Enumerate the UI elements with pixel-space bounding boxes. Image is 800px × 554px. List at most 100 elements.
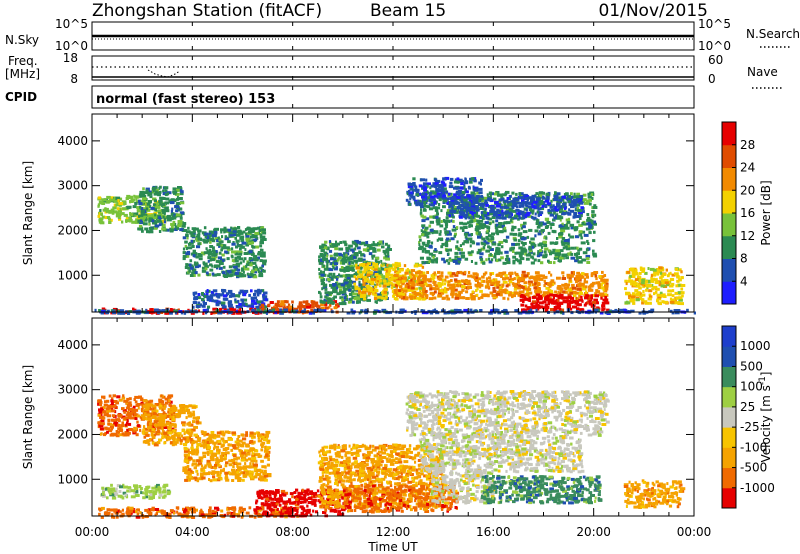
- power-cell: [372, 286, 375, 290]
- power-cell: [149, 308, 154, 312]
- power-cell: [258, 229, 262, 232]
- power-cell: [367, 248, 370, 252]
- power-cell: [517, 311, 523, 315]
- power-cell: [345, 253, 348, 257]
- power-cell: [453, 201, 458, 205]
- power-cell: [164, 193, 168, 197]
- power-cell: [422, 242, 426, 246]
- power-cell: [222, 294, 227, 298]
- power-cell: [154, 226, 158, 230]
- power-cell: [403, 296, 406, 300]
- power-cell: [322, 284, 326, 288]
- power-cell: [443, 296, 446, 300]
- power-cell: [250, 235, 253, 239]
- power-cell: [585, 290, 588, 294]
- power-cell: [331, 275, 334, 279]
- power-cell: [332, 290, 337, 294]
- power-cell: [552, 283, 555, 286]
- power-cell: [163, 309, 169, 313]
- power-cell: [553, 211, 556, 215]
- power-cell: [234, 252, 239, 256]
- power-cell: [578, 198, 582, 202]
- power-cell: [503, 202, 507, 206]
- power-cell: [246, 304, 252, 308]
- power-cell: [460, 182, 464, 186]
- power-cell: [348, 264, 354, 268]
- power-cell: [161, 224, 166, 227]
- power-cell: [447, 261, 451, 265]
- power-cell: [561, 290, 566, 294]
- power-cell: [201, 304, 206, 308]
- velocity-cell: [106, 399, 110, 403]
- power-cell: [441, 278, 445, 282]
- power-cell: [185, 230, 191, 234]
- power-cell: [500, 256, 504, 260]
- power-cell: [250, 305, 255, 309]
- velocity-cell: [135, 433, 139, 437]
- power-cell: [352, 292, 357, 296]
- power-cell: [166, 311, 171, 315]
- power-cell: [330, 262, 334, 265]
- power-cell: [176, 201, 181, 205]
- power-cell: [385, 311, 390, 315]
- power-cell: [322, 258, 327, 262]
- power-cell: [399, 276, 404, 280]
- power-cell: [553, 195, 559, 199]
- power-cell: [671, 294, 675, 298]
- power-cell: [343, 269, 346, 273]
- power-cell: [522, 249, 527, 253]
- power-cell: [164, 206, 169, 210]
- power-cell: [515, 198, 520, 201]
- power-cell: [279, 311, 284, 315]
- power-cell: [549, 241, 555, 245]
- power-cell: [435, 215, 439, 219]
- power-cell: [176, 195, 179, 199]
- power-cell: [467, 233, 472, 237]
- power-cell: [444, 275, 449, 279]
- power-cell: [194, 291, 198, 295]
- power-cell: [437, 270, 441, 274]
- power-cell: [515, 272, 519, 276]
- power-cell: [641, 281, 645, 285]
- power-cell: [675, 268, 678, 271]
- power-cell: [252, 254, 257, 258]
- power-cell: [254, 232, 259, 235]
- power-cell: [551, 251, 555, 255]
- power-cell: [211, 234, 217, 238]
- power-cell: [323, 298, 328, 302]
- power-cell: [562, 237, 566, 240]
- power-cell: [450, 309, 455, 313]
- power-cell: [515, 258, 519, 262]
- power-cell: [467, 271, 471, 274]
- power-cell: [175, 203, 180, 207]
- power-cell: [348, 244, 353, 248]
- power-cell: [295, 309, 299, 313]
- beam-label: Beam 15: [370, 1, 446, 21]
- velocity-cell: [140, 401, 144, 405]
- power-cell: [372, 249, 377, 253]
- power-cell: [513, 291, 518, 295]
- velocity-cell: [166, 399, 170, 403]
- power-cell: [434, 248, 437, 251]
- velocity-cell: [139, 428, 142, 432]
- power-cell: [528, 276, 532, 280]
- power-cell: [357, 240, 361, 244]
- power-y-axis-title: Slant Range [km]: [21, 161, 35, 265]
- power-cell: [521, 286, 525, 289]
- power-cell: [571, 283, 575, 287]
- power-cell: [503, 205, 508, 209]
- power-cell: [258, 251, 261, 255]
- power-cell: [255, 236, 259, 240]
- power-cell: [376, 275, 379, 279]
- power-cell: [570, 246, 575, 250]
- power-cell: [149, 195, 153, 199]
- power-cell: [320, 276, 324, 280]
- power-cell: [354, 273, 358, 277]
- power-cell: [429, 291, 434, 295]
- power-cell: [469, 244, 472, 248]
- power-cell: [538, 287, 541, 291]
- power-cell: [340, 266, 344, 269]
- velocity-cell: [103, 406, 106, 410]
